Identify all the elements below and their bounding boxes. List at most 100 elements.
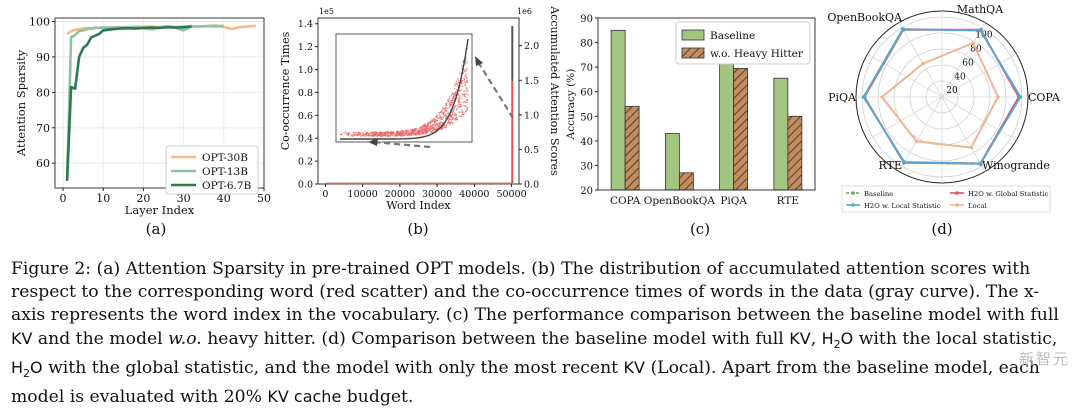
scatter-point	[449, 115, 451, 118]
scatter-point	[414, 127, 417, 130]
scatter-point	[429, 128, 432, 131]
scatter-point	[461, 65, 464, 67]
radar-point	[902, 160, 907, 164]
scatter-point	[435, 122, 438, 125]
y-tick-label: 80	[36, 86, 50, 99]
scatter-point	[437, 122, 439, 125]
y-tick-label: 0.4	[298, 134, 313, 145]
scatter-point	[447, 119, 450, 121]
scatter-point	[457, 93, 460, 95]
caption-h2o-1: H2O	[821, 329, 854, 352]
scatter-point	[374, 131, 377, 133]
scatter-point	[392, 134, 395, 137]
scatter-point	[386, 131, 388, 133]
y-axis-label: Attention Sparsity	[14, 49, 28, 157]
scatter-point	[455, 117, 457, 119]
scatter-point	[381, 134, 383, 137]
y-tick-label: 0.6	[298, 111, 313, 122]
radar-axis-label: RTE	[879, 159, 902, 172]
scatter-point	[339, 133, 342, 136]
scatter-point	[459, 103, 462, 106]
scatter-point	[436, 120, 439, 122]
scatter-point	[461, 109, 463, 111]
panel-b: 0.0 0.2 0.4 0.6 0.8 1.0 1.2 1.4 0.0 0.5 1.0 1.5 2.0 0…	[279, 5, 561, 238]
inset-frame	[335, 33, 473, 143]
x-tick-label: COPA	[610, 195, 641, 207]
x-axis-label: Layer Index	[125, 203, 195, 217]
scatter-point	[403, 134, 406, 136]
radar-point	[978, 161, 983, 166]
scatter-point	[414, 129, 416, 132]
bar	[733, 67, 749, 191]
scatter-point	[463, 77, 465, 79]
legend-box	[841, 185, 1051, 213]
scatter-point	[436, 126, 438, 129]
scatter-point	[441, 127, 444, 130]
scatter-point	[431, 120, 434, 123]
watermark: 新智元	[1018, 350, 1070, 368]
scatter-point	[387, 135, 389, 137]
figure-panels: 60 70 80 90 100 0 10 20 30 40 50 Layer Index Attenti…	[14, 3, 1061, 238]
scatter-point	[459, 105, 461, 108]
scatter-point	[394, 135, 396, 137]
scatter-point	[463, 94, 466, 97]
scatter-point	[437, 125, 440, 127]
scatter-point	[464, 105, 467, 107]
scatter-point	[423, 128, 426, 131]
scatter-point	[445, 124, 448, 126]
scatter-point	[458, 99, 460, 102]
legend-label: Baseline	[710, 30, 755, 42]
scatter-point	[410, 131, 413, 133]
scatter-point	[370, 134, 372, 137]
scatter-point	[450, 101, 452, 104]
scatter-point	[384, 134, 387, 136]
scatter-point	[343, 131, 345, 134]
radar-point	[901, 27, 905, 31]
caption-part-4: ,	[810, 329, 822, 349]
scatter-point	[429, 122, 432, 125]
scatter-point	[405, 130, 408, 133]
scatter-point	[436, 115, 439, 117]
scatter-point	[405, 133, 408, 135]
scatter-point	[421, 129, 424, 131]
scatter-point	[352, 132, 355, 134]
scatter-point	[438, 112, 440, 114]
legend-label: OPT-13B	[202, 166, 248, 178]
scatter-point	[463, 78, 466, 81]
scatter-point	[438, 114, 441, 116]
y-tick-label: 70	[36, 122, 50, 135]
scatter-point	[429, 126, 431, 128]
legend-marker	[851, 191, 855, 195]
x-tick-label: PiQA	[720, 195, 747, 207]
inset-arrow-right-head	[475, 56, 483, 66]
x-axis-label: Word Index	[386, 199, 451, 212]
scatter-point	[424, 132, 427, 134]
panel-a: 60 70 80 90 100 0 10 20 30 40 50 Layer Index Attenti…	[14, 16, 271, 238]
scatter-point	[387, 132, 390, 134]
scatter-point	[462, 93, 464, 96]
scatter-point	[361, 132, 364, 135]
scatter-point	[465, 77, 468, 79]
scatter-point	[401, 130, 404, 133]
scatter-point	[416, 129, 419, 132]
scatter-point	[359, 133, 361, 135]
scatter-point	[378, 131, 381, 134]
scatter-point	[451, 92, 454, 94]
scatter-point	[439, 111, 442, 113]
caption-part-2: and the model	[32, 329, 169, 349]
scatter-point	[452, 96, 455, 99]
scatter-point	[352, 134, 355, 136]
scatter-point	[448, 98, 451, 100]
scatter-point	[466, 88, 468, 90]
scatter-point	[450, 114, 452, 116]
scatter-point	[356, 133, 359, 135]
bar	[664, 133, 680, 191]
scatter-point	[452, 99, 454, 101]
scatter-point	[423, 126, 426, 128]
scatter-point	[407, 132, 410, 134]
scatter-point	[427, 125, 430, 128]
y2-tick-label: 1.5	[524, 76, 539, 87]
scatter-point	[464, 84, 467, 87]
bar	[787, 115, 803, 191]
scatter-point	[417, 133, 420, 136]
